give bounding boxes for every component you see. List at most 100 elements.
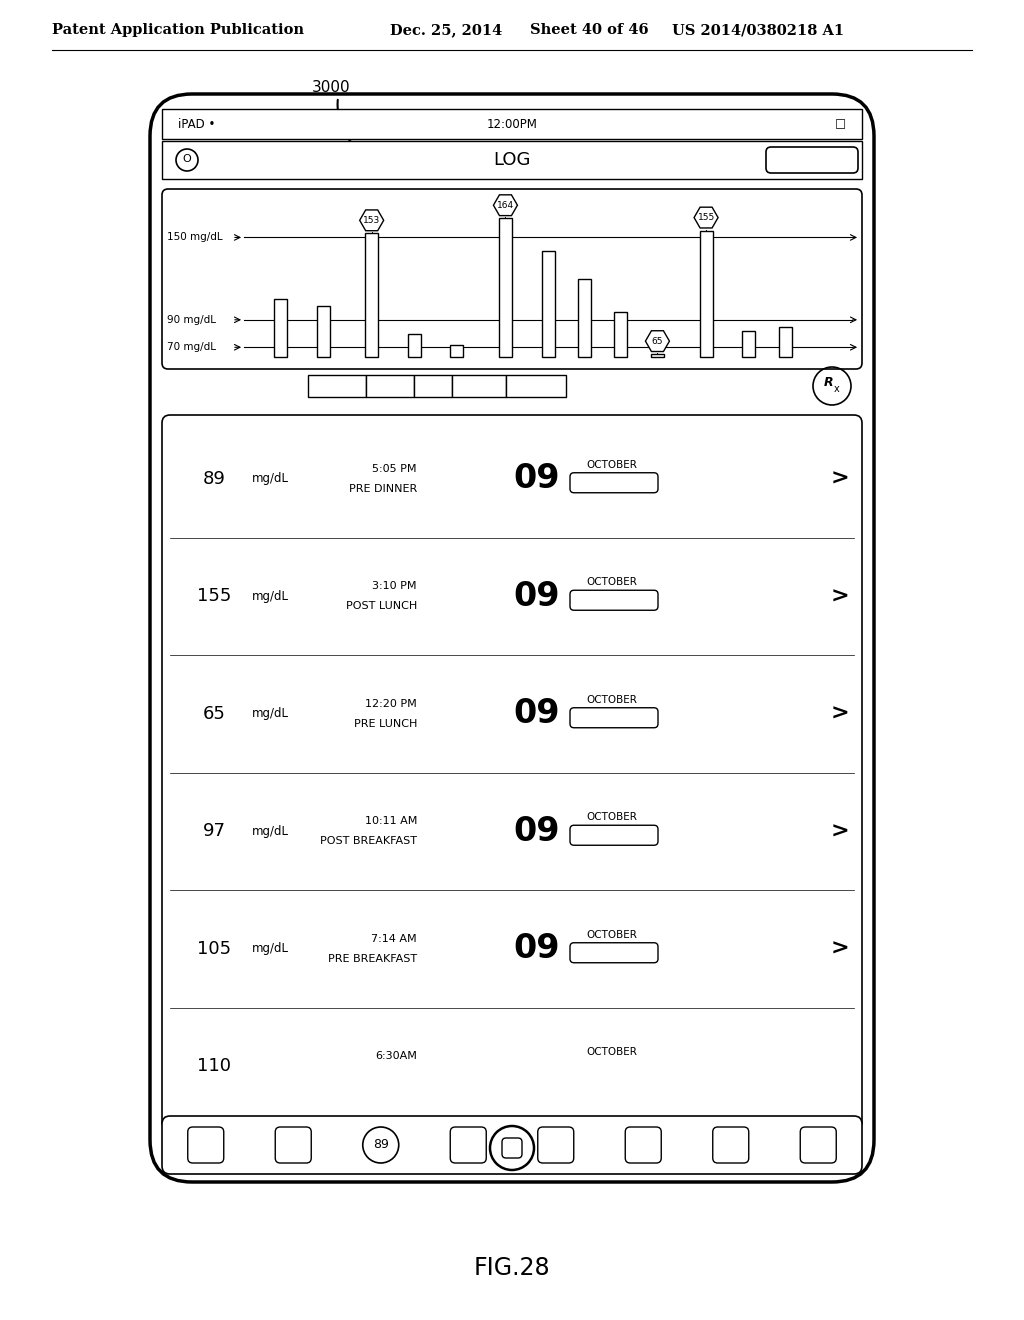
Text: JOHNNIE: JOHNNIE <box>787 153 837 166</box>
Text: PRE LUNCH: PRE LUNCH <box>353 719 417 729</box>
Text: 09: 09 <box>514 697 560 730</box>
Text: 70 mg/dL: 70 mg/dL <box>167 342 216 352</box>
Text: 5:05 PM: 5:05 PM <box>373 463 417 474</box>
Text: OCTOBER: OCTOBER <box>587 1047 637 1057</box>
Text: 89: 89 <box>203 470 225 488</box>
Bar <box>506 375 566 397</box>
Text: OCTOBER: OCTOBER <box>587 577 637 587</box>
FancyBboxPatch shape <box>451 1127 486 1163</box>
Text: x: x <box>835 384 840 393</box>
Bar <box>778 326 792 356</box>
Text: ⌖: ⌖ <box>725 1137 736 1154</box>
Bar <box>499 218 512 356</box>
Text: TUESDAY: TUESDAY <box>592 713 636 723</box>
Bar <box>274 300 287 356</box>
Text: 65: 65 <box>203 705 225 723</box>
Text: Patent Application Publication: Patent Application Publication <box>52 22 304 37</box>
Text: mg/dL: mg/dL <box>252 473 289 486</box>
Text: O: O <box>182 154 191 164</box>
Bar <box>366 234 378 356</box>
FancyBboxPatch shape <box>570 590 658 610</box>
Text: 3:10 PM: 3:10 PM <box>373 581 417 591</box>
Text: mg/dL: mg/dL <box>252 825 289 838</box>
Bar <box>542 251 555 356</box>
FancyBboxPatch shape <box>150 94 874 1181</box>
Text: MONTH: MONTH <box>515 381 557 391</box>
FancyBboxPatch shape <box>766 147 858 173</box>
Text: mg/dL: mg/dL <box>252 942 289 956</box>
FancyBboxPatch shape <box>570 473 658 492</box>
Text: 6:30AM: 6:30AM <box>375 1051 417 1061</box>
FancyBboxPatch shape <box>570 825 658 845</box>
Text: ♿: ♿ <box>548 1137 564 1154</box>
Text: iPAD •: iPAD • <box>178 117 215 131</box>
Text: PRE DINNER: PRE DINNER <box>349 483 417 494</box>
FancyBboxPatch shape <box>626 1127 662 1163</box>
Text: 7:14 AM: 7:14 AM <box>372 933 417 944</box>
Text: US 2014/0380218 A1: US 2014/0380218 A1 <box>672 22 844 37</box>
Bar <box>451 345 463 356</box>
Text: OCTOBER: OCTOBER <box>587 459 637 470</box>
Bar <box>699 231 713 356</box>
Text: TUESDAY: TUESDAY <box>592 478 636 488</box>
Text: TUESDAY: TUESDAY <box>592 830 636 841</box>
Text: 164: 164 <box>497 201 514 210</box>
Text: TUESDAY: TUESDAY <box>592 595 636 606</box>
Text: 12:20 PM: 12:20 PM <box>366 698 417 709</box>
Bar <box>366 375 414 397</box>
FancyBboxPatch shape <box>162 189 862 370</box>
Text: 155: 155 <box>197 587 231 606</box>
Bar <box>308 375 366 397</box>
Text: >: > <box>830 939 849 958</box>
Text: ⌂: ⌂ <box>288 1137 299 1154</box>
Text: mg/dL: mg/dL <box>252 708 289 721</box>
Text: ☺: ☺ <box>809 1137 827 1154</box>
FancyBboxPatch shape <box>162 414 862 1130</box>
FancyBboxPatch shape <box>800 1127 837 1163</box>
Text: >: > <box>830 704 849 723</box>
Bar <box>742 331 755 356</box>
FancyBboxPatch shape <box>713 1127 749 1163</box>
FancyBboxPatch shape <box>570 708 658 727</box>
Text: 110: 110 <box>197 1057 231 1076</box>
Text: POST BREAKFAST: POST BREAKFAST <box>319 837 417 846</box>
FancyBboxPatch shape <box>187 1127 224 1163</box>
Text: HOUR: HOUR <box>374 381 407 391</box>
Text: OCTOBER: OCTOBER <box>587 694 637 705</box>
Bar <box>162 110 862 139</box>
Text: Dec. 25, 2014: Dec. 25, 2014 <box>390 22 502 37</box>
FancyBboxPatch shape <box>538 1127 573 1163</box>
Bar <box>651 354 664 356</box>
Text: 150 mg/dL: 150 mg/dL <box>167 232 222 243</box>
Text: 09: 09 <box>514 462 560 495</box>
Bar <box>614 312 628 356</box>
Text: >: > <box>830 821 849 841</box>
Bar <box>162 141 862 180</box>
Text: >: > <box>830 469 849 488</box>
Text: 155: 155 <box>697 213 715 222</box>
FancyBboxPatch shape <box>570 942 658 962</box>
Text: 12:00PM: 12:00PM <box>486 117 538 131</box>
Text: ∿: ∿ <box>636 1137 651 1154</box>
Text: ⚙: ⚙ <box>198 1137 214 1154</box>
Text: DAY: DAY <box>422 381 443 391</box>
Text: R: R <box>824 376 834 389</box>
Text: POST LUNCH: POST LUNCH <box>346 601 417 611</box>
Text: 89: 89 <box>373 1138 389 1151</box>
Text: LOG: LOG <box>494 150 530 169</box>
Text: □: □ <box>835 117 846 131</box>
Text: 09: 09 <box>514 579 560 612</box>
Text: 09: 09 <box>514 932 560 965</box>
Text: OCTOBER: OCTOBER <box>587 812 637 822</box>
FancyBboxPatch shape <box>275 1127 311 1163</box>
Text: 105: 105 <box>197 940 231 958</box>
Text: 09: 09 <box>514 814 560 847</box>
Bar <box>316 306 330 356</box>
Text: FIG.28: FIG.28 <box>474 1257 550 1280</box>
Text: mg/dL: mg/dL <box>252 590 289 603</box>
Bar <box>408 334 421 356</box>
Text: ⊠: ⊠ <box>461 1137 476 1154</box>
Text: 10:11 AM: 10:11 AM <box>365 816 417 826</box>
Bar <box>452 375 506 397</box>
Text: 3000: 3000 <box>312 81 350 95</box>
